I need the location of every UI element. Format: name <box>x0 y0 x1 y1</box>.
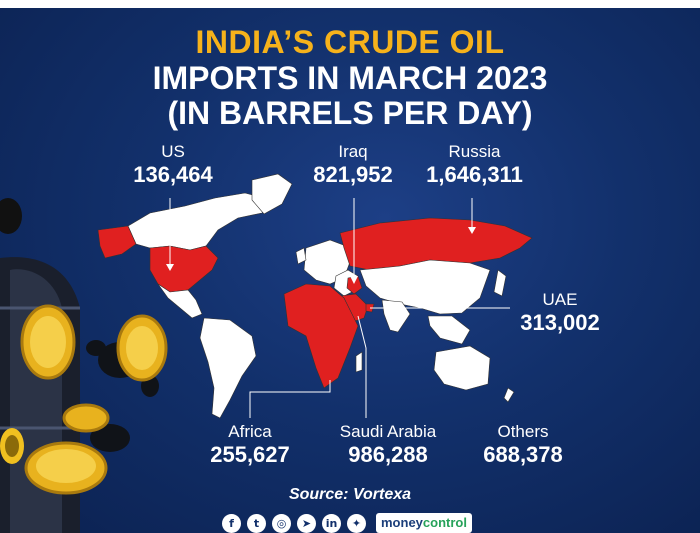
brand-part-1: money <box>381 515 423 530</box>
region-name: UAE <box>542 290 578 309</box>
region-name: Russia <box>448 142 501 161</box>
title-line-2: IMPORTS IN MARCH 2023 <box>152 60 548 96</box>
map-alaska <box>97 225 137 259</box>
region-value: 821,952 <box>313 162 393 187</box>
title-line-1: INDIA’S CRUDE OIL <box>195 24 505 60</box>
moneycontrol-logo[interactable]: moneycontrol <box>376 513 472 533</box>
map-russia <box>339 217 533 271</box>
map-canada <box>127 192 273 251</box>
region-name: Others <box>497 422 549 441</box>
twitter-icon[interactable]: t <box>247 513 266 533</box>
map-new-zealand <box>503 387 515 403</box>
leader-lines <box>169 198 510 418</box>
map-australia <box>433 345 491 391</box>
infographic-card: INDIA’S CRUDE OIL IMPORTS IN MARCH 2023 … <box>0 8 700 533</box>
region-name: Africa <box>228 422 272 441</box>
region-value: 136,464 <box>133 162 213 187</box>
region-value: 1,646,311 <box>426 162 523 187</box>
region-label-russia: Russia 1,646,311 <box>412 142 537 187</box>
map-usa <box>149 245 219 293</box>
map-greenland <box>251 173 293 215</box>
facebook-icon[interactable]: f <box>222 513 241 533</box>
title-line-3: (IN BARRELS PER DAY) <box>167 95 533 131</box>
koo-icon[interactable]: ✦ <box>347 513 366 533</box>
region-label-us: US 136,464 <box>118 142 228 187</box>
brand-part-2: control <box>422 515 467 530</box>
social-bar: f t ◎ ➤ in ✦ moneycontrol <box>222 513 472 533</box>
linkedin-icon[interactable]: in <box>322 513 341 533</box>
region-value: 688,378 <box>483 442 563 467</box>
region-value: 986,288 <box>348 442 428 467</box>
source-caption: Source: Vortexa <box>288 486 412 503</box>
instagram-icon[interactable]: ◎ <box>272 513 291 533</box>
region-label-saudi-arabia: Saudi Arabia 986,288 <box>318 422 458 467</box>
region-label-others: Others 688,378 <box>468 422 578 467</box>
region-name: US <box>161 142 185 161</box>
map-southeast-asia <box>427 315 471 345</box>
region-label-africa: Africa 255,627 <box>195 422 305 467</box>
map-madagascar <box>355 351 363 373</box>
region-label-uae: UAE 313,002 <box>505 290 615 335</box>
map-japan <box>493 269 507 297</box>
region-label-iraq: Iraq 821,952 <box>298 142 408 187</box>
map-asia <box>359 259 491 315</box>
telegram-icon[interactable]: ➤ <box>297 513 316 533</box>
region-name: Iraq <box>338 142 368 161</box>
map-south-america <box>199 317 257 419</box>
world-map <box>0 173 533 533</box>
map-africa <box>283 283 359 389</box>
region-name: Saudi Arabia <box>339 422 437 441</box>
region-value: 255,627 <box>210 442 290 467</box>
map-uk <box>295 247 307 265</box>
gold-coins-illustration <box>20 304 168 495</box>
map-mexico-central-america <box>157 283 203 319</box>
region-value: 313,002 <box>520 310 600 335</box>
leader-arrows <box>166 227 476 284</box>
